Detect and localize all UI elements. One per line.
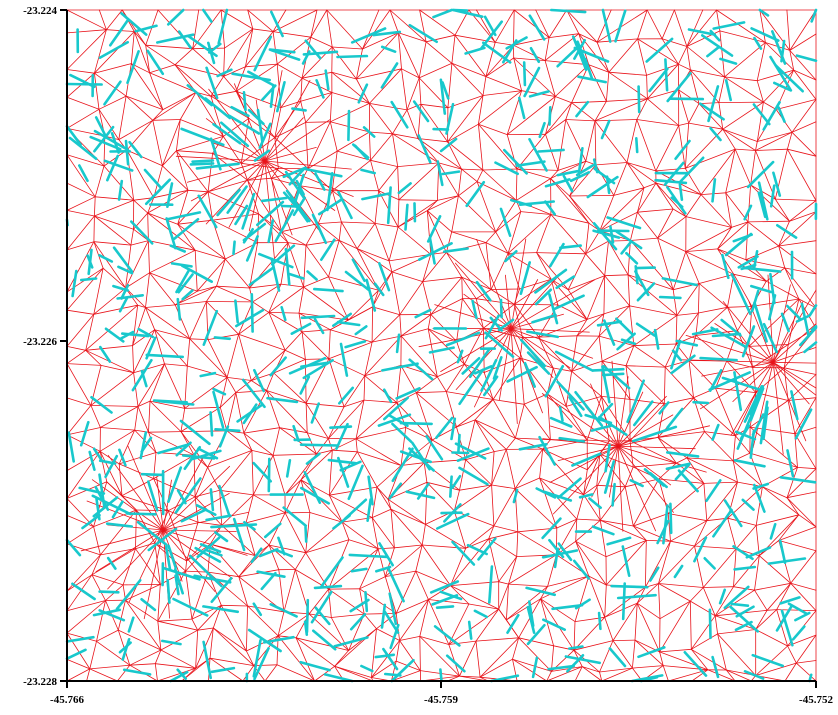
flow-segment [612,586,648,587]
flow-segment [338,56,367,57]
flow-segment [216,429,240,431]
flow-segment [292,109,305,111]
flow-segment [437,606,453,607]
y-tick-label-2: -23.228 [23,676,57,688]
flow-segment [211,412,212,435]
flow-segment [594,369,624,370]
flow-segment [623,584,625,619]
flow-segment [710,610,711,638]
flow-segment [252,294,253,331]
mesh-edge [719,102,764,103]
flow-segment [599,613,600,629]
flow-segment [348,111,349,140]
flow-segment [458,435,459,451]
flow-segment [501,300,502,317]
flow-segment [665,60,667,91]
flow-segment [191,163,213,164]
flow-segment [694,402,708,403]
flow-segment [142,474,163,475]
flow-segment [550,107,551,124]
flow-segment [639,87,640,112]
flow-segment [154,401,187,403]
y-tick-label-1: -23.226 [23,336,57,348]
flow-segment [524,62,525,85]
flow-segment [100,592,119,593]
flow-segment [453,453,469,454]
flow-segment [215,337,230,338]
flow-segment [244,92,246,110]
flow-segment [385,674,400,675]
flow-segment [636,266,638,283]
flow-segment [193,161,213,162]
x-tick-label-1: -45.759 [424,694,458,706]
x-tick-label-2: -45.752 [799,694,833,706]
mesh-edge [123,584,160,585]
flow-segment [539,150,564,152]
y-tick-label-0: -23.224 [23,5,57,17]
flow-segment [660,297,680,298]
flow-segment [234,242,235,254]
flow-segment [670,504,671,533]
flow-segment [302,316,334,318]
mesh-edge [613,640,635,641]
flow-segment [434,129,448,130]
flow-segment [301,445,337,446]
flow-segment [636,138,637,152]
flow-segment [307,600,308,632]
mesh-edge [491,289,519,290]
flow-segment [315,586,341,588]
flow-segment [81,279,96,281]
flow-segment [450,477,451,497]
mesh-edge [372,307,373,342]
flow-segment [330,427,351,428]
flow-segment [67,84,102,85]
flow-segment [168,580,170,602]
flow-segment [306,527,307,542]
mesh-edge [94,216,95,242]
flow-segment [440,670,441,681]
flow-segment [637,268,655,269]
flow-segment [732,604,748,606]
x-tick-label-0: -45.766 [50,694,84,706]
flow-segment [269,459,270,491]
